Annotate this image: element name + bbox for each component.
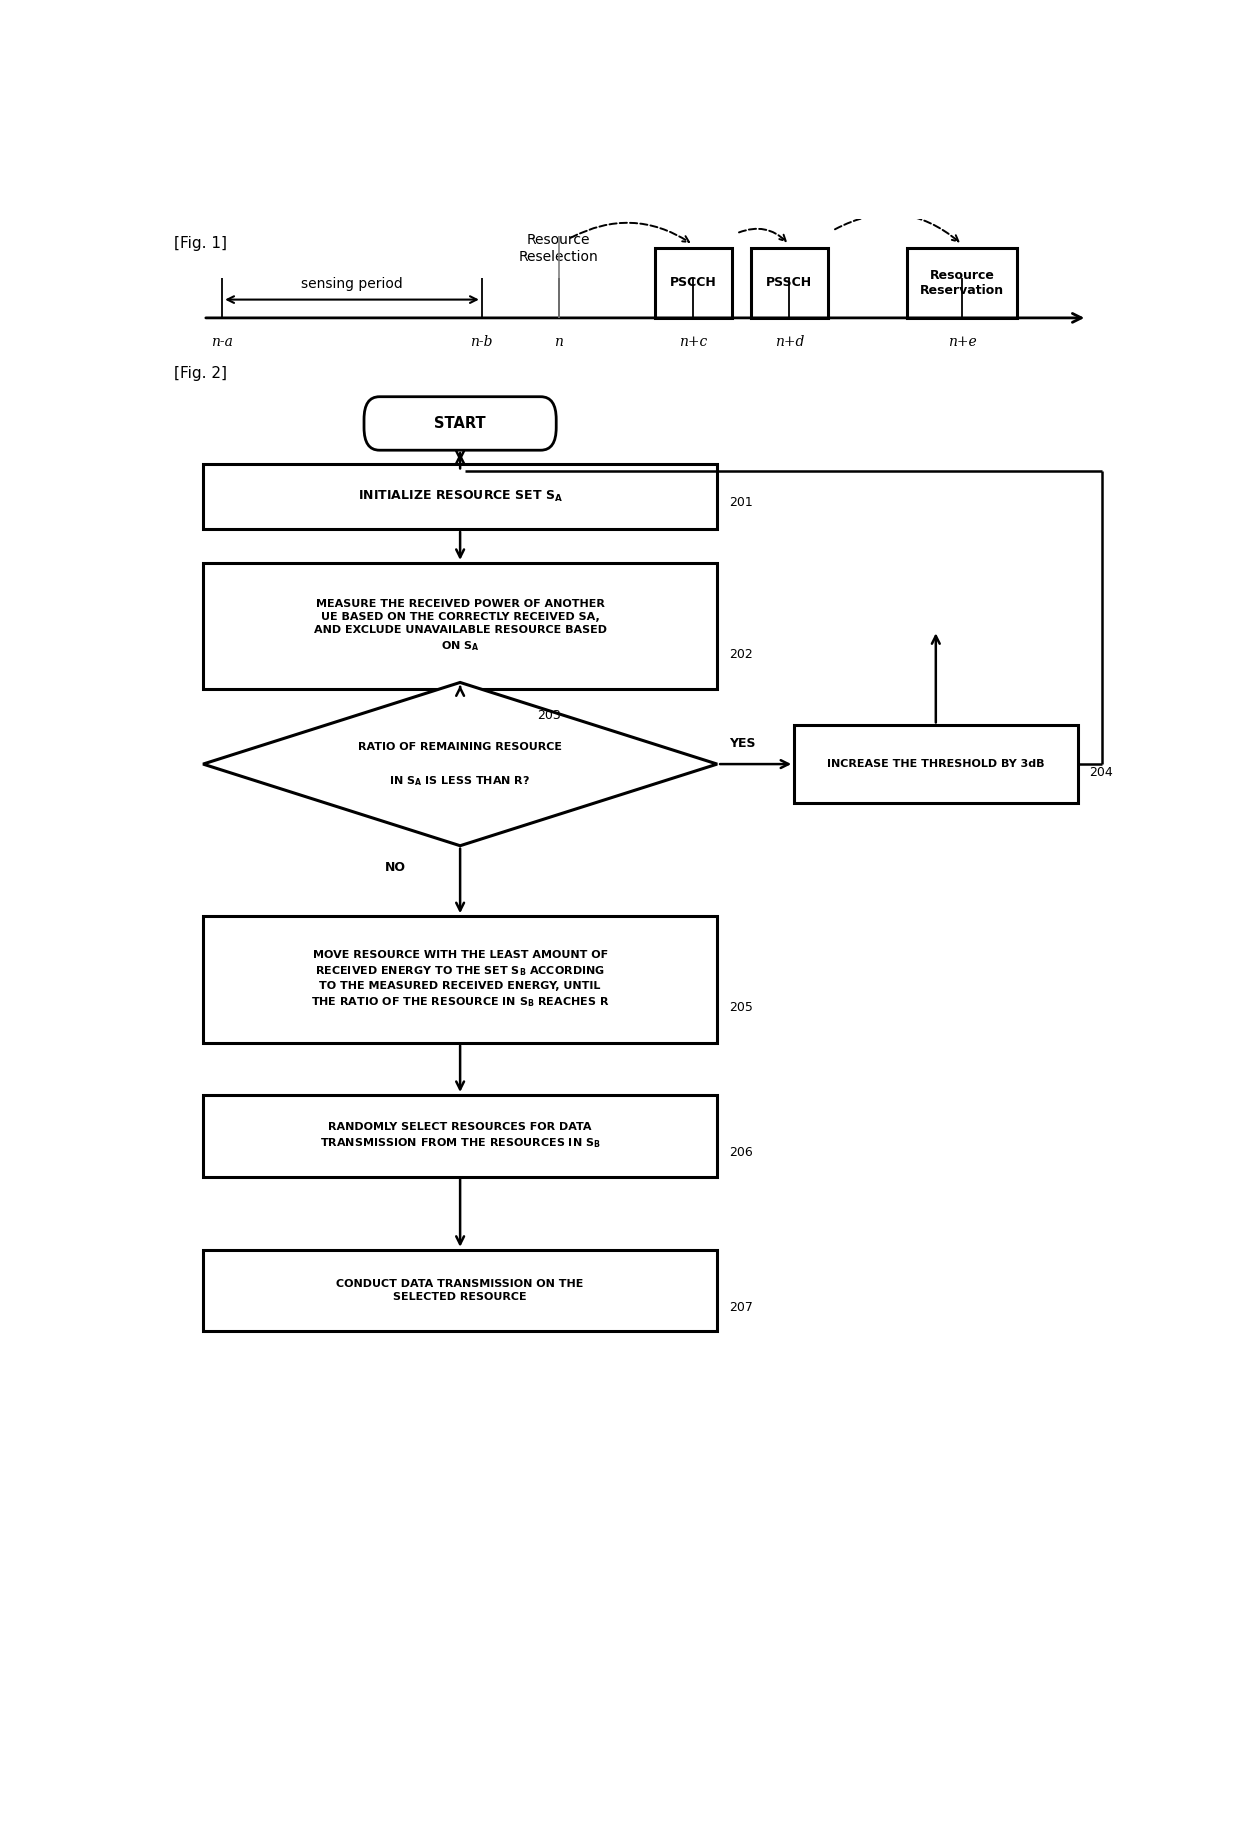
Text: PSSCH: PSSCH — [766, 276, 812, 289]
FancyBboxPatch shape — [203, 464, 717, 528]
Text: IN S$_\mathregular{A}$ IS LESS THAN R?: IN S$_\mathregular{A}$ IS LESS THAN R? — [389, 773, 531, 788]
Text: 205: 205 — [729, 1002, 753, 1015]
Text: Resource
Reselection: Resource Reselection — [518, 234, 599, 263]
Text: MOVE RESOURCE WITH THE LEAST AMOUNT OF
RECEIVED ENERGY TO THE SET S$_\mathregula: MOVE RESOURCE WITH THE LEAST AMOUNT OF R… — [311, 951, 609, 1009]
Text: PSCCH: PSCCH — [670, 276, 717, 289]
FancyBboxPatch shape — [365, 397, 557, 450]
FancyBboxPatch shape — [751, 247, 828, 318]
Text: [Fig. 2]: [Fig. 2] — [174, 366, 227, 380]
Text: n: n — [554, 335, 563, 349]
FancyArrowPatch shape — [835, 214, 959, 241]
Text: n-a: n-a — [211, 335, 233, 349]
FancyBboxPatch shape — [203, 563, 717, 689]
Text: INCREASE THE THRESHOLD BY 3dB: INCREASE THE THRESHOLD BY 3dB — [827, 759, 1044, 770]
Text: 202: 202 — [729, 647, 753, 660]
Text: CONDUCT DATA TRANSMISSION ON THE
SELECTED RESOURCE: CONDUCT DATA TRANSMISSION ON THE SELECTE… — [336, 1280, 584, 1302]
Text: n+d: n+d — [775, 335, 804, 349]
Text: 207: 207 — [729, 1302, 753, 1314]
Text: [Fig. 1]: [Fig. 1] — [174, 236, 227, 250]
Text: 204: 204 — [1089, 766, 1112, 779]
Text: 201: 201 — [729, 497, 753, 510]
Text: sensing period: sensing period — [301, 278, 403, 291]
FancyBboxPatch shape — [655, 247, 732, 318]
Text: 206: 206 — [729, 1146, 753, 1159]
Text: INITIALIZE RESOURCE SET S$_\mathregular{A}$: INITIALIZE RESOURCE SET S$_\mathregular{… — [357, 490, 563, 505]
FancyBboxPatch shape — [203, 1095, 717, 1177]
Text: 203: 203 — [537, 709, 560, 722]
Text: YES: YES — [729, 737, 755, 749]
Text: MEASURE THE RECEIVED POWER OF ANOTHER
UE BASED ON THE CORRECTLY RECEIVED SA,
AND: MEASURE THE RECEIVED POWER OF ANOTHER UE… — [314, 600, 606, 653]
Text: NO: NO — [386, 861, 407, 874]
FancyBboxPatch shape — [794, 726, 1078, 802]
Text: n+c: n+c — [680, 335, 707, 349]
Text: n+e: n+e — [947, 335, 977, 349]
Text: START: START — [434, 417, 486, 431]
Text: n-b: n-b — [470, 335, 494, 349]
FancyBboxPatch shape — [906, 247, 1018, 318]
Text: RANDOMLY SELECT RESOURCES FOR DATA
TRANSMISSION FROM THE RESOURCES IN S$_\mathre: RANDOMLY SELECT RESOURCES FOR DATA TRANS… — [320, 1122, 600, 1150]
FancyArrowPatch shape — [739, 228, 786, 241]
Text: RATIO OF REMAINING RESOURCE: RATIO OF REMAINING RESOURCE — [358, 742, 562, 751]
FancyBboxPatch shape — [203, 1250, 717, 1331]
Text: Resource
Reservation: Resource Reservation — [920, 269, 1004, 296]
FancyBboxPatch shape — [203, 916, 717, 1042]
Polygon shape — [203, 682, 717, 846]
FancyArrowPatch shape — [570, 223, 689, 241]
